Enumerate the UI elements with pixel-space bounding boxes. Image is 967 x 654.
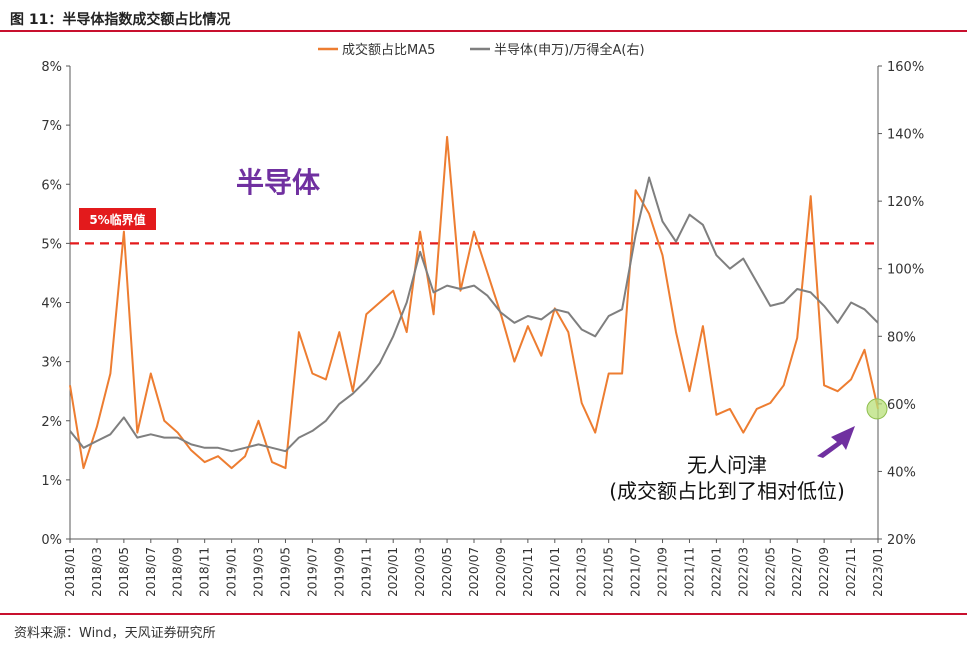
annotation-detail: (成交额占比到了相对低位) [609,479,845,503]
legend-label-turnover-ratio: 成交额占比MA5 [342,42,435,58]
series-line-turnover-ratio [69,135,879,470]
annotation-main: 无人问津 [687,453,767,477]
x-tick-label: 2022/01 [709,547,723,597]
x-tick-label: 2022/05 [763,547,777,597]
x-tick-label: 2022/11 [844,547,858,597]
series-line-relative-index [69,176,879,453]
source-rule [0,613,967,615]
left-tick-label: 8% [41,60,62,75]
x-tick-label: 2018/03 [90,547,104,597]
x-tick-label: 2022/07 [790,547,804,597]
x-tick-label: 2020/05 [440,547,454,597]
x-tick-label: 2019/05 [278,547,292,597]
x-tick-label: 2021/01 [548,547,562,597]
figure-title: 图 11：半导体指数成交额占比情况 [10,12,231,28]
right-tick-label: 100% [887,263,924,278]
threshold-label: 5%临界值 [89,212,145,227]
x-tick-label: 2020/03 [413,547,427,597]
right-tick-label: 60% [887,398,916,413]
x-tick-label: 2018/01 [63,547,77,597]
x-tick-label: 2019/03 [252,547,266,597]
left-tick-label: 4% [41,297,62,312]
x-tick-label: 2018/11 [198,547,212,597]
highlight-circle [866,398,888,420]
x-tick-label: 2021/11 [682,547,696,597]
x-tick-label: 2021/05 [602,547,616,597]
x-tick-label: 2022/03 [736,547,750,597]
left-tick-label: 7% [41,119,62,134]
x-tick-label: 2018/07 [144,547,158,597]
pointer-arrow [817,426,855,458]
left-tick-label: 3% [41,356,62,371]
x-tick-label: 2019/11 [359,547,373,597]
x-tick-label: 2019/09 [332,547,346,597]
left-tick-label: 0% [41,533,62,548]
x-tick-label: 2020/09 [494,547,508,597]
annotation-sector-name: 半导体 [236,166,321,199]
threshold-label-box [79,208,156,230]
x-tick-label: 2020/11 [521,547,535,597]
x-tick-label: 2021/03 [575,547,589,597]
x-tick-label: 2021/09 [656,547,670,597]
left-tick-label: 5% [41,237,62,252]
x-tick-label: 2022/09 [817,547,831,597]
x-tick-label: 2019/07 [305,547,319,597]
x-tick-label: 2021/07 [629,547,643,597]
right-tick-label: 80% [887,330,916,345]
right-tick-label: 160% [887,60,924,75]
x-tick-label: 2023/01 [871,547,885,597]
x-tick-label: 2019/01 [225,547,239,597]
x-tick-label: 2018/09 [171,547,185,597]
x-tick-label: 2018/05 [117,547,131,597]
right-tick-label: 20% [887,533,916,548]
title-rule [0,30,967,32]
x-tick-label: 2020/01 [386,547,400,597]
left-tick-label: 6% [41,178,62,193]
right-tick-label: 120% [887,195,924,210]
left-tick-label: 2% [41,415,62,430]
right-tick-label: 40% [887,465,916,480]
legend-label-relative-index: 半导体(申万)/万得全A(右) [494,42,645,58]
left-tick-label: 1% [41,474,62,489]
x-tick-label: 2020/07 [467,547,481,597]
right-tick-label: 140% [887,128,924,143]
figure-source: 资料来源：Wind，天风证券研究所 [14,626,216,641]
chart: 0% 1% 2% 3% 4% 5% 6% 7% 8% 20% 40% 60% 80% 100% 120% 14… [41,42,924,597]
